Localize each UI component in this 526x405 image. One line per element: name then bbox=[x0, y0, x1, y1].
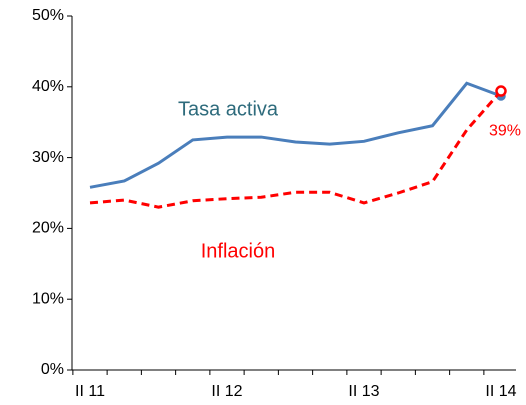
x-tick-label: II 12 bbox=[211, 383, 242, 400]
end-marker bbox=[495, 85, 507, 97]
x-tick-label: II 13 bbox=[348, 383, 379, 400]
y-tick-label: 30% bbox=[32, 149, 64, 166]
series-label: Tasa activa bbox=[178, 98, 279, 120]
series-line bbox=[89, 90, 503, 209]
y-tick-label: 0% bbox=[41, 361, 64, 378]
y-tick-label: 10% bbox=[32, 290, 64, 307]
series-line bbox=[89, 81, 502, 189]
y-tick-label: 50% bbox=[32, 7, 64, 24]
y-tick-label: 20% bbox=[32, 220, 64, 237]
x-tick-label: II 11 bbox=[75, 383, 105, 400]
y-tick-label: 40% bbox=[32, 78, 64, 95]
series-label: Inflación bbox=[201, 240, 276, 262]
data-label: 39% bbox=[489, 122, 521, 139]
x-tick-label: II 14 bbox=[485, 383, 516, 400]
